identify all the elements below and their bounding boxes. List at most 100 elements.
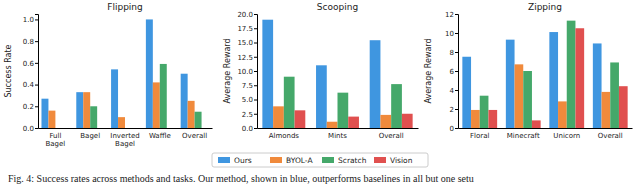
legend-swatch (270, 157, 282, 163)
panel: 0.02.55.07.510.012.515.017.520.0AlmondsM… (223, 2, 419, 140)
tick-mark (254, 14, 257, 15)
title: Zipping (528, 2, 562, 12)
tick-label: 0.4 (23, 81, 35, 89)
tick-label: 0.0 (23, 125, 34, 133)
tick: Bagel (80, 128, 100, 140)
bar (506, 40, 515, 128)
tick-label: Waffle (149, 132, 171, 140)
tick-label: 15.0 (237, 39, 253, 47)
bar (567, 21, 576, 128)
legend: OursBYOL-AScratchVision (212, 153, 428, 167)
tick: 0.8 (23, 38, 38, 46)
bar (167, 128, 174, 129)
legend-label: Ours (234, 156, 252, 165)
figure: 0.00.20.40.60.81.0FullBagelBagelInverted… (0, 0, 640, 188)
tick-label: 1.0 (23, 16, 34, 24)
tick: 10 (445, 30, 458, 38)
bar (262, 20, 273, 128)
axis-title: Average Reward (223, 38, 232, 103)
tick: Waffle (149, 128, 171, 140)
tick: Almonds (269, 128, 300, 140)
bar (118, 117, 125, 128)
bar (471, 110, 480, 128)
bar (619, 86, 628, 128)
bar (188, 101, 195, 128)
bar (273, 106, 284, 128)
tick-label: FullBagel (46, 132, 66, 148)
tick-label: 0.0 (242, 125, 253, 133)
tick: 15.0 (237, 39, 257, 47)
tick: 0.4 (23, 81, 38, 89)
bar (202, 128, 209, 129)
axis-line (258, 128, 419, 129)
bar (348, 117, 359, 128)
axis-line (254, 15, 258, 129)
tick-label: Overall (379, 132, 404, 140)
legend-frame (212, 153, 428, 167)
bar (480, 96, 489, 128)
axis-line (35, 15, 39, 129)
bar (62, 128, 69, 129)
tick-mark (455, 52, 458, 53)
bar (125, 128, 132, 129)
tick: Overall (379, 128, 404, 140)
bar (558, 101, 567, 128)
bar (602, 92, 611, 128)
bar (83, 92, 90, 128)
tick-mark (455, 33, 458, 34)
tick: Minecraft (507, 128, 540, 140)
tick-label: 2 (450, 106, 454, 114)
bar (327, 122, 338, 128)
tick: 5.0 (242, 96, 257, 104)
axis-title: Success Rate (4, 44, 13, 97)
tick-mark (254, 57, 257, 58)
bars (262, 20, 412, 128)
bar (380, 115, 391, 128)
y-axis: 0.00.20.40.60.81.0 (23, 15, 39, 133)
bar (402, 114, 413, 128)
tick: FullBagel (46, 128, 66, 148)
tick-mark (35, 106, 38, 107)
tick-label: 0.8 (23, 38, 34, 46)
x-axis: FullBagelBagelInvertedBagelWaffleOverall (39, 128, 213, 148)
tick-label: Mints (328, 132, 347, 140)
tick-mark (455, 71, 458, 72)
title: Flipping (107, 2, 143, 12)
tick-mark (254, 100, 257, 101)
tick: Unicorn (553, 128, 580, 140)
tick: 0.0 (23, 125, 38, 133)
panel: 024681012FloralMinecraftUnicornOverallZi… (424, 2, 633, 140)
tick: 10.0 (237, 68, 257, 76)
bar (462, 57, 471, 128)
bar (593, 43, 602, 128)
bar (181, 74, 188, 128)
tick-label: Overall (182, 132, 207, 140)
tick: 8 (450, 49, 458, 57)
tick-label: 4 (450, 87, 455, 95)
bar (284, 77, 295, 128)
legend-swatch (218, 157, 230, 163)
tick: 2 (450, 106, 458, 114)
axis-line (459, 128, 633, 129)
bar (195, 112, 202, 128)
tick-label: 2.5 (242, 110, 253, 118)
tick-label: Overall (598, 132, 623, 140)
tick-label: 6 (450, 68, 455, 76)
legend-label: BYOL-A (286, 156, 313, 165)
legend-swatch (374, 157, 386, 163)
tick-mark (254, 28, 257, 29)
tick-mark (455, 109, 458, 110)
tick-label: Minecraft (507, 132, 540, 140)
tick: 0.6 (23, 60, 38, 68)
tick-label: 5.0 (242, 96, 253, 104)
bar (549, 32, 558, 128)
tick: 4 (450, 87, 458, 95)
tick-label: Bagel (80, 132, 100, 140)
tick: Floral (470, 128, 489, 140)
bar (316, 65, 327, 128)
bar (55, 128, 62, 129)
tick: Overall (598, 128, 623, 140)
tick-label: 0.6 (23, 60, 35, 68)
bar (48, 111, 55, 128)
tick: Mints (328, 128, 347, 140)
